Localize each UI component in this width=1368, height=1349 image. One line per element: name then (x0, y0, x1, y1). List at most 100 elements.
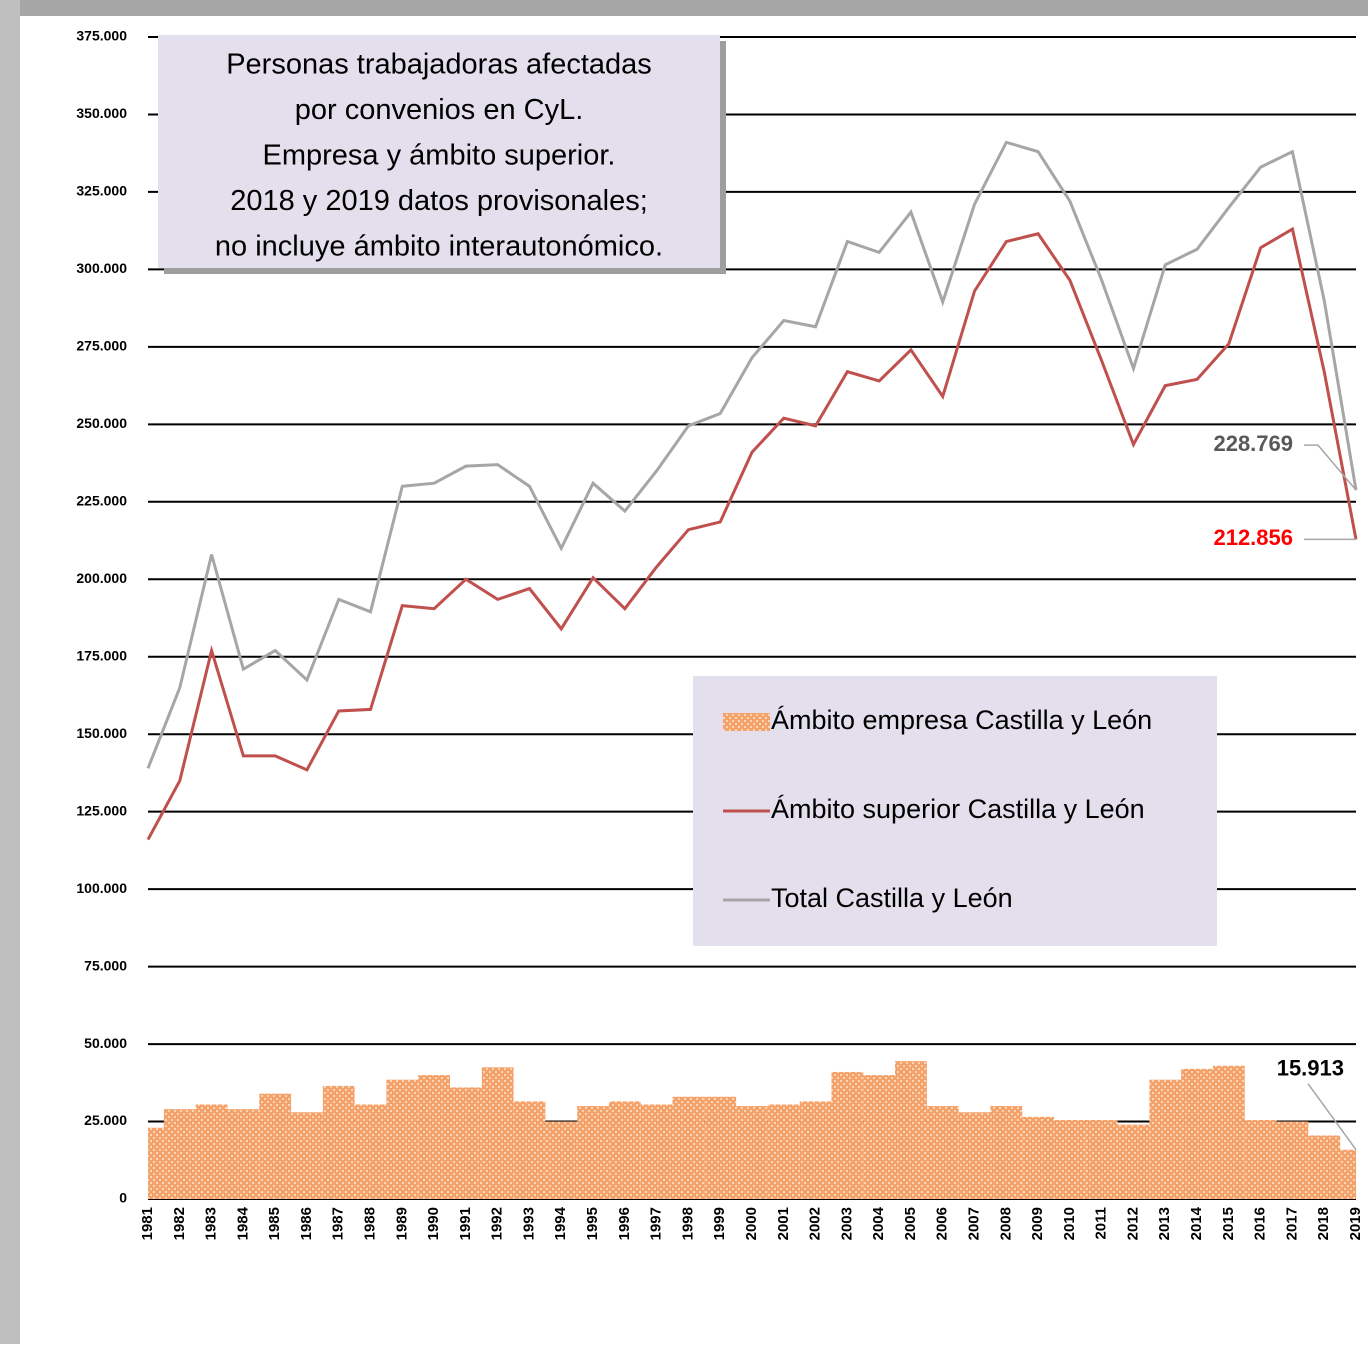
bar (608, 1101, 641, 1199)
bar (195, 1104, 228, 1199)
y-tick-label: 225.000 (76, 493, 127, 509)
y-tick-label: 150.000 (76, 725, 127, 741)
bar (227, 1109, 260, 1199)
bar (799, 1101, 832, 1199)
x-tick-label: 1986 (298, 1207, 315, 1240)
x-tick-label: 2014 (1188, 1206, 1205, 1240)
x-tick-label: 1989 (393, 1207, 410, 1240)
x-tick-label: 2017 (1283, 1207, 1300, 1240)
x-tick-label: 1981 (139, 1207, 156, 1240)
chart-title: Empresa y ámbito superior. (263, 140, 616, 172)
bar (354, 1104, 387, 1199)
x-tick-label: 1991 (457, 1207, 474, 1240)
x-tick-label: 2007 (965, 1207, 982, 1240)
x-tick-label: 2006 (934, 1207, 951, 1240)
bar (1085, 1119, 1118, 1199)
x-tick-label: 1993 (520, 1207, 537, 1240)
y-tick-label: 75.000 (84, 957, 127, 973)
bar (1212, 1065, 1245, 1199)
bar (481, 1067, 514, 1199)
bar (259, 1093, 292, 1199)
chart-title: 2018 y 2019 datos provisonales; (230, 185, 648, 217)
y-tick-label: 25.000 (84, 1112, 127, 1128)
bar (895, 1061, 927, 1199)
bar (386, 1079, 419, 1199)
bar (990, 1106, 1023, 1199)
x-tick-label: 2009 (1029, 1207, 1046, 1240)
leader-line (1304, 444, 1357, 491)
x-tick-label: 2010 (1061, 1207, 1078, 1240)
bar (736, 1106, 768, 1199)
y-tick-label: 300.000 (76, 260, 127, 276)
legend-box (693, 676, 1217, 946)
x-tick-label: 2011 (1093, 1207, 1110, 1240)
bar (513, 1101, 546, 1199)
bar (831, 1071, 864, 1199)
bar (1022, 1116, 1054, 1199)
bar (322, 1085, 355, 1199)
x-tick-label: 1990 (425, 1207, 442, 1240)
x-tick-label: 2003 (838, 1207, 855, 1240)
bar (672, 1096, 705, 1199)
bar (767, 1104, 800, 1199)
bar (148, 1127, 164, 1199)
bar (1340, 1149, 1356, 1199)
chart-title: no incluye ámbito interautonómico. (215, 231, 663, 263)
x-tick-label: 1998 (679, 1207, 696, 1240)
data-label: 15.913 (1277, 1056, 1344, 1081)
x-tick-label: 2013 (1156, 1207, 1173, 1240)
bar (1276, 1121, 1309, 1199)
x-tick-label: 1982 (171, 1207, 188, 1240)
bar (958, 1112, 991, 1199)
y-tick-label: 350.000 (76, 105, 127, 121)
x-tick-label: 2019 (1347, 1207, 1364, 1240)
bar (863, 1075, 896, 1199)
legend-label: Ámbito empresa Castilla y León (771, 705, 1152, 735)
bar (577, 1106, 609, 1199)
bar (1149, 1079, 1182, 1199)
bar (640, 1104, 673, 1199)
x-tick-label: 1992 (489, 1207, 506, 1240)
x-tick-label: 1985 (266, 1207, 283, 1240)
y-tick-label: 200.000 (76, 570, 127, 586)
y-tick-label: 325.000 (76, 183, 127, 199)
x-tick-label: 2018 (1315, 1207, 1332, 1240)
chart-title: por convenios en CyL. (295, 94, 584, 126)
y-tick-label: 175.000 (76, 647, 127, 663)
bar (418, 1075, 450, 1199)
bar (545, 1121, 578, 1199)
x-tick-label: 1994 (552, 1206, 569, 1240)
x-tick-label: 1987 (330, 1207, 347, 1240)
y-tick-label: 0 (119, 1190, 127, 1206)
chart-title: Personas trabajadoras afectadas (226, 49, 652, 81)
bar (163, 1109, 196, 1199)
line (146, 140, 1358, 769)
bar (291, 1112, 323, 1199)
frame-left (0, 0, 20, 1344)
y-tick-label: 125.000 (76, 802, 127, 818)
y-tick-label: 50.000 (84, 1035, 127, 1051)
frame-top (0, 0, 1368, 16)
x-tick-label: 2016 (1252, 1207, 1269, 1240)
x-tick-label: 1988 (361, 1207, 378, 1240)
bar (1054, 1119, 1086, 1199)
y-tick-label: 275.000 (76, 338, 127, 354)
leader-line (1307, 1083, 1357, 1151)
bar (1117, 1124, 1150, 1199)
y-tick-label: 100.000 (76, 880, 127, 896)
y-tick-label: 250.000 (76, 415, 127, 431)
legend-swatch (723, 713, 770, 731)
x-tick-label: 2012 (1124, 1207, 1141, 1240)
x-tick-label: 1983 (203, 1207, 220, 1240)
x-tick-label: 2002 (807, 1207, 824, 1240)
x-tick-label: 2001 (775, 1207, 792, 1240)
x-tick-label: 1996 (616, 1207, 633, 1240)
x-tick-label: 1984 (234, 1206, 251, 1240)
bar (1308, 1135, 1341, 1199)
data-label: 228.769 (1213, 431, 1293, 456)
data-label: 212.856 (1213, 525, 1293, 550)
y-tick-label: 375.000 (76, 28, 127, 44)
legend-label: Ámbito superior Castilla y León (771, 794, 1145, 824)
bar (1181, 1068, 1213, 1199)
